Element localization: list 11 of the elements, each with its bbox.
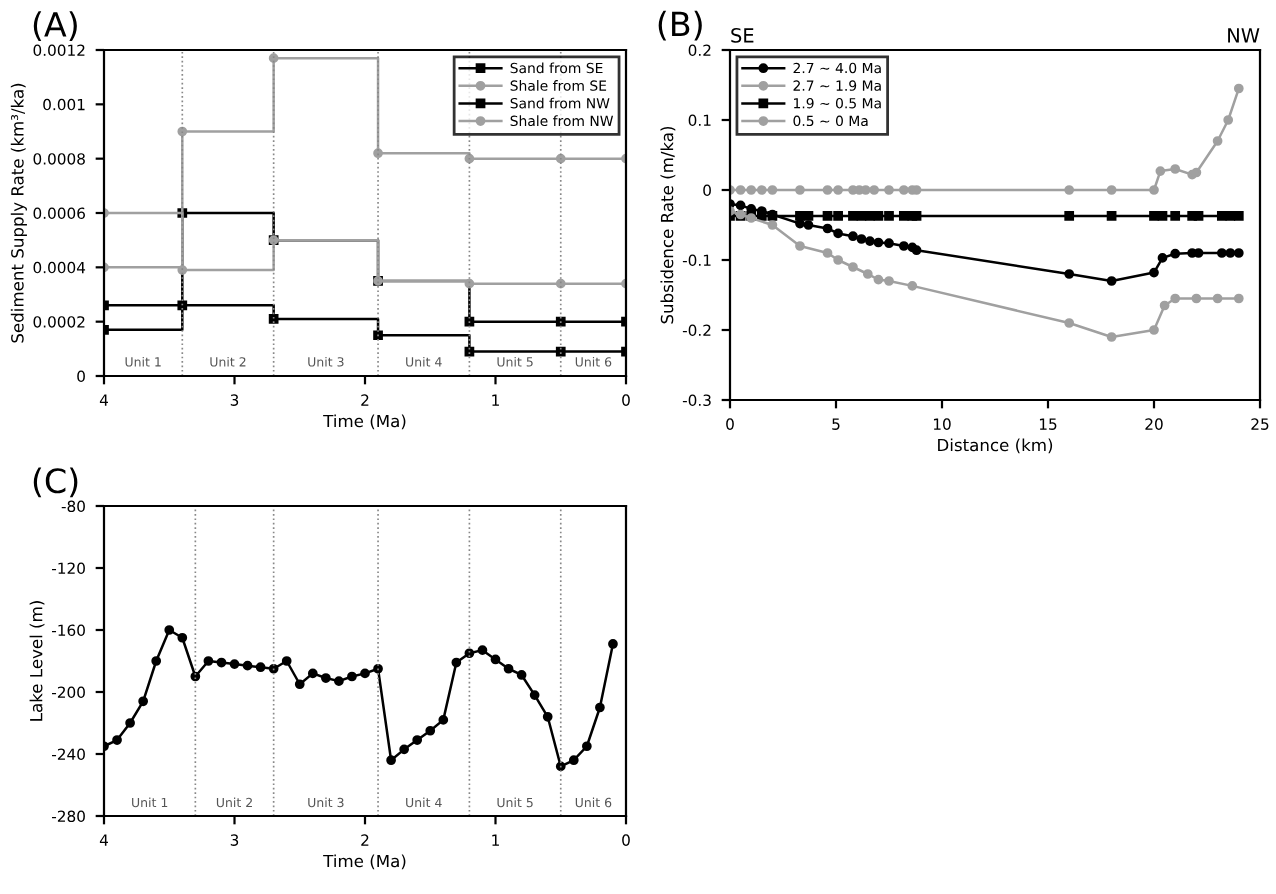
y-axis-title: Lake Level (m) [29,601,45,721]
x-axis-title: Distance (km) [938,438,1053,454]
text: SE [731,28,754,43]
x-axis-title: Time (Ma) [323,854,406,870]
chart-title: (A) [33,11,77,41]
y-axis-title: Subsidence Rate (m/ka) [660,126,676,324]
y-axis-title: Sediment Supply Rate (km³/ka) [10,83,27,343]
chart-title: (C) [33,467,78,498]
text: NW [1228,28,1260,43]
x-axis-title: Time (Ma) [323,414,406,430]
chart-title: (B) [658,10,702,41]
